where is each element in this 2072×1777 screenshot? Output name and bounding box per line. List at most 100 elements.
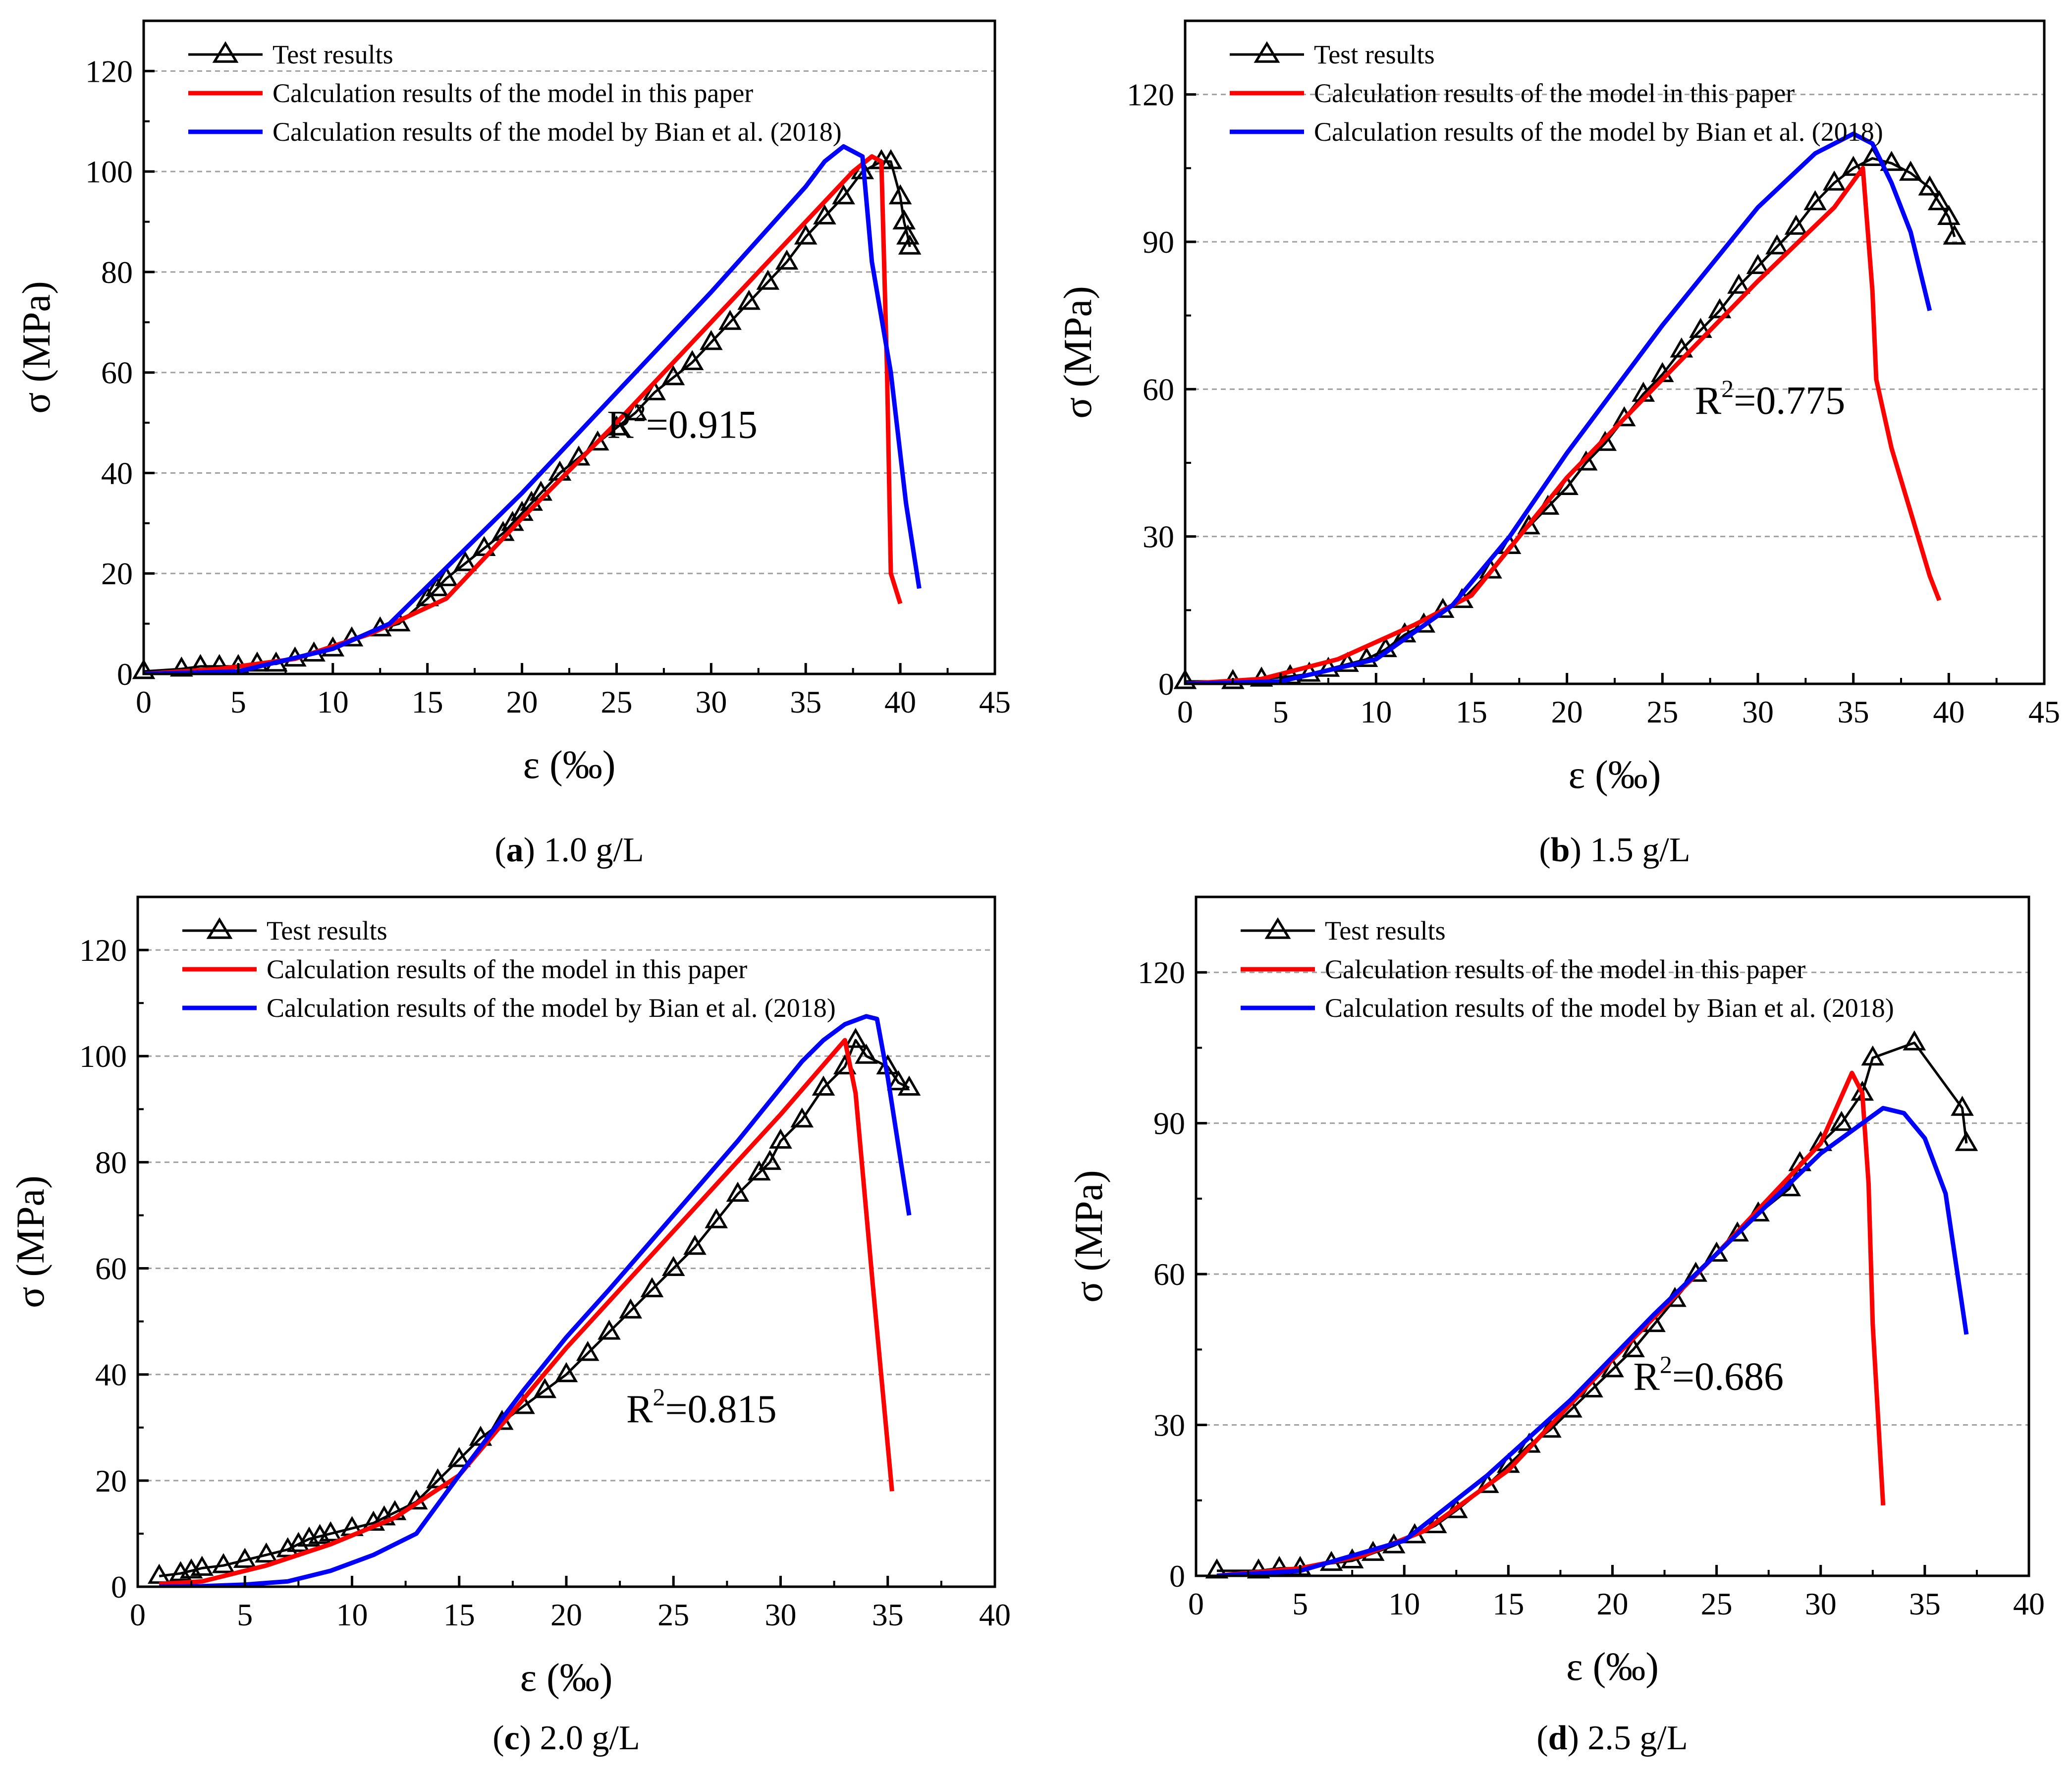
data-point [775,249,799,270]
data-point [1809,1131,1833,1151]
x-tick-label: 15 [412,684,443,720]
x-tick-label: 10 [1388,1586,1420,1621]
x-tick-label: 30 [1742,694,1774,729]
data-point [794,224,818,245]
data-point [170,656,193,677]
data-point [598,1320,621,1340]
data-point [1927,190,1951,211]
x-tick-label: 35 [790,684,821,720]
data-point [737,289,761,310]
data-point [554,1362,578,1383]
data-point [661,365,685,386]
data-point [705,1208,728,1228]
series-line-0 [159,1039,910,1578]
legend-marker [1254,41,1280,63]
y-tick-label: 60 [101,355,133,390]
x-tick-label: 40 [979,1597,1011,1632]
legend-marker [206,917,233,939]
x-tick-label: 0 [1177,694,1193,729]
data-point [1955,1131,1978,1151]
y-tick-label: 0 [1158,666,1174,702]
y-axis-label: σ (MPa) [1056,286,1100,419]
data-point [1861,1045,1885,1066]
legend-label: Test results [1314,40,1435,69]
data-point [700,330,723,350]
x-tick-label: 35 [1838,694,1869,729]
chart-panel-a: 0 5 10 15 20 25 30 35 40 45 0 20 40 60 80 100 120 ε (‰) σ … [15,19,1011,869]
chart-panel-d: 0 5 10 15 20 25 30 35 40 0 30 60 90 120 ε (‰) σ (MPa) Te… [1067,895,2045,1757]
data-point [888,184,912,205]
data-point [813,204,836,224]
data-point [1830,1111,1854,1131]
data-point [435,566,458,586]
chart-panel-b: 0 5 10 15 20 25 30 35 40 45 0 30 60 90 120 ε (‰) σ (MPa)… [1056,19,2060,869]
data-point [1689,318,1712,338]
series-line-0 [144,160,911,673]
series-line-2 [159,1014,912,1587]
y-tick-label: 80 [101,255,133,290]
data-point [643,380,666,400]
data-point [472,536,496,556]
data-point [624,400,647,421]
y-axis-label: σ (MPa) [1067,1170,1111,1303]
x-tick-label: 20 [1597,1586,1629,1621]
data-point [619,1298,643,1319]
data-point [1746,254,1770,275]
data-point [533,1378,557,1398]
data-point [1765,234,1789,255]
data-point [769,1128,792,1149]
x-tick-label: 35 [1909,1586,1941,1621]
x-tick-label: 30 [1805,1586,1837,1621]
data-point [233,1548,257,1568]
y-tick-label: 120 [1138,955,1185,990]
x-tick-label: 25 [657,1597,689,1632]
x-tick-label: 20 [506,684,538,720]
x-axis-label: ε (‰) [520,1656,613,1700]
data-point [1173,669,1197,689]
data-point [447,1447,471,1467]
data-point [362,1510,385,1531]
data-point [1842,156,1865,176]
data-point [855,1044,878,1064]
y-tick-label: 120 [1127,77,1174,112]
data-point [898,234,922,255]
data-point [832,184,855,205]
panel-caption: (d) 2.5 g/L [1536,1719,1688,1757]
x-tick-label: 10 [317,684,349,720]
data-point [1918,175,1942,196]
y-tick-label: 90 [1143,224,1174,260]
r-squared-annotation: R2=0.815 [626,1383,776,1431]
series-line-1 [1185,166,1942,684]
series-line-2 [144,144,922,674]
x-axis-label: ε (‰) [1566,1645,1659,1689]
legend-label: Test results [267,916,387,945]
data-point [879,149,903,169]
x-tick-label: 25 [600,684,632,720]
data-point [683,1234,707,1255]
x-tick-label: 30 [695,684,727,720]
data-point [1727,274,1750,294]
data-point [1670,337,1693,358]
x-tick-label: 5 [237,1597,253,1632]
data-point [1880,151,1904,171]
x-tick-label: 0 [136,684,152,720]
x-tick-label: 25 [1701,1586,1733,1621]
y-tick-label: 0 [1169,1558,1185,1594]
r-squared-annotation: R2=0.915 [607,398,757,446]
y-tick-label: 120 [85,54,133,89]
data-point [661,1256,685,1277]
data-point [1784,215,1808,235]
y-tick-label: 0 [111,1569,127,1605]
data-point [718,310,742,330]
data-point [897,1075,921,1096]
x-tick-label: 10 [1360,694,1392,729]
x-tick-label: 15 [443,1597,475,1632]
data-point [680,350,704,370]
x-tick-label: 35 [872,1597,904,1632]
y-tick-label: 30 [1143,519,1174,555]
data-point [1937,205,1961,225]
chart-panel-c: 0 5 10 15 20 25 30 35 40 0 20 40 60 80 100 120 ε (‰) σ (M… [9,895,1011,1757]
data-point [1903,1030,1926,1051]
x-tick-label: 15 [1456,694,1487,729]
legend-label: Calculation results of the model in this… [273,78,753,108]
